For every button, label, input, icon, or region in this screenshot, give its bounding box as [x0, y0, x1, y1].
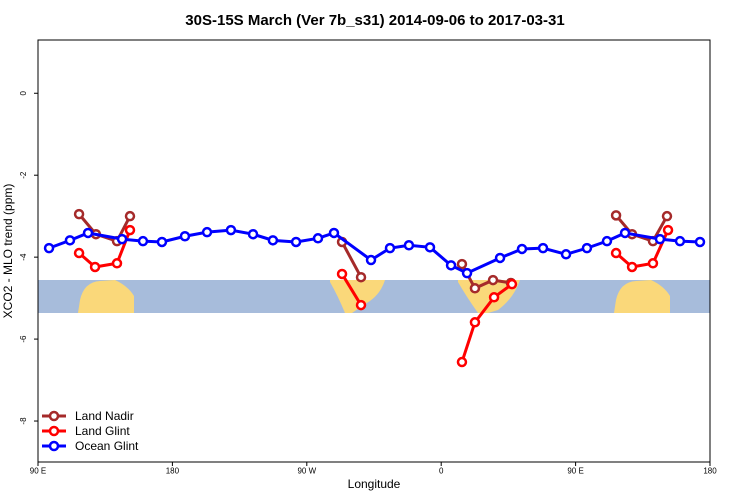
point	[137, 235, 149, 247]
point	[694, 236, 706, 248]
point	[506, 278, 518, 290]
x-tick-label: 90 W	[297, 467, 316, 476]
point	[355, 299, 367, 311]
point	[445, 260, 457, 271]
point	[560, 249, 572, 260]
x-tick-label: 90 E	[567, 467, 583, 476]
point	[384, 242, 396, 254]
point	[365, 254, 377, 266]
series-line	[48, 228, 701, 275]
y-tick-label: -2	[19, 171, 28, 179]
series-line	[78, 229, 670, 363]
point	[328, 227, 340, 239]
y-tick-label: 0	[19, 90, 28, 95]
point	[662, 224, 674, 236]
x-tick-label: 180	[703, 467, 717, 476]
legend-label: Land Nadir	[75, 409, 134, 423]
point	[610, 247, 622, 259]
point	[73, 247, 85, 259]
point	[247, 228, 259, 240]
chart-title: 30S-15S March (Ver 7b_s31) 2014-09-06 to…	[185, 12, 564, 29]
point	[64, 235, 76, 246]
point	[116, 233, 128, 245]
point	[581, 242, 593, 254]
point	[674, 235, 686, 247]
point	[654, 233, 666, 245]
point	[43, 242, 55, 254]
point	[647, 258, 659, 269]
point	[469, 283, 481, 294]
point	[537, 242, 549, 254]
point	[336, 268, 348, 280]
legend-label: Ocean Glint	[75, 439, 139, 453]
point	[661, 210, 673, 222]
point	[312, 233, 324, 244]
point	[111, 258, 123, 269]
point	[156, 236, 168, 248]
x-axis-label: Longitude	[348, 477, 401, 491]
point	[461, 267, 473, 279]
point	[487, 274, 499, 286]
legend-marker	[48, 440, 60, 452]
legend-marker	[48, 410, 60, 422]
y-tick-label: -8	[19, 417, 28, 425]
x-tick-label: 0	[439, 467, 444, 476]
legend-label: Land Glint	[75, 424, 130, 438]
point	[456, 356, 468, 368]
point	[89, 261, 101, 273]
point	[290, 236, 302, 248]
point	[610, 210, 622, 221]
point	[355, 271, 367, 283]
point	[619, 227, 631, 239]
point	[124, 210, 136, 222]
point	[403, 240, 415, 251]
map-strip	[38, 280, 710, 313]
point	[124, 224, 136, 236]
point	[82, 227, 94, 239]
point	[179, 231, 191, 242]
legend-marker	[48, 425, 60, 437]
point	[516, 243, 528, 255]
point	[488, 292, 500, 303]
point	[626, 261, 638, 273]
y-tick-label: -4	[19, 253, 28, 261]
y-axis-label: XCO2 - MLO trend (ppm)	[1, 184, 15, 319]
point	[469, 317, 481, 328]
x-tick-label: 180	[166, 467, 180, 476]
x-tick-label: 90 E	[30, 467, 46, 476]
plot-frame	[37, 39, 711, 463]
point	[456, 258, 468, 270]
point	[201, 226, 213, 238]
point	[225, 224, 237, 236]
y-tick-label: -6	[19, 335, 28, 343]
point	[73, 208, 85, 220]
point	[267, 235, 279, 246]
point	[494, 252, 506, 264]
point	[424, 242, 436, 253]
point	[601, 235, 613, 247]
